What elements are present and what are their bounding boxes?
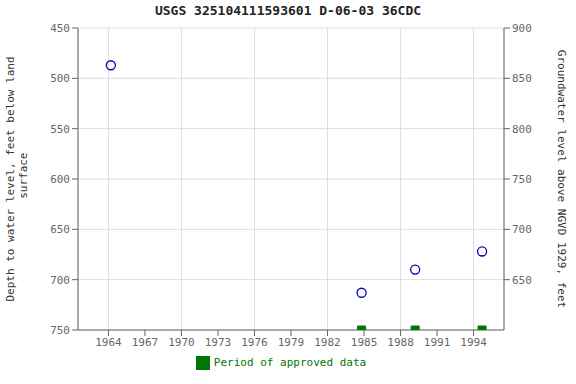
svg-text:650: 650 — [512, 274, 532, 287]
svg-text:1976: 1976 — [241, 336, 268, 349]
svg-text:750: 750 — [50, 324, 70, 337]
svg-text:1973: 1973 — [205, 336, 232, 349]
html-text:USGS 325104111593601 D-06-03 3: USGS 325104111593601 D-06-03 36CDC — [154, 3, 421, 18]
svg-text:1982: 1982 — [314, 336, 341, 349]
svg-text:1970: 1970 — [168, 336, 195, 349]
svg-text:1991: 1991 — [424, 336, 451, 349]
svg-text:1967: 1967 — [132, 336, 159, 349]
svg-text:650: 650 — [50, 223, 70, 236]
svg-text:1994: 1994 — [460, 336, 487, 349]
svg-text:1964: 1964 — [95, 336, 122, 349]
svg-text:750: 750 — [512, 173, 532, 186]
svg-text:700: 700 — [50, 274, 70, 287]
svg-text:600: 600 — [50, 173, 70, 186]
svg-text:Depth to water level, feet bel: Depth to water level, feet below land su… — [8, 56, 30, 301]
svg-text:1985: 1985 — [351, 336, 378, 349]
svg-text:1979: 1979 — [278, 336, 305, 349]
svg-text:850: 850 — [512, 72, 532, 85]
svg-text:700: 700 — [512, 223, 532, 236]
svg-text:800: 800 — [512, 123, 532, 136]
svg-text:450: 450 — [50, 22, 70, 35]
html-text:Period of approved data: Period of approved data — [213, 356, 367, 369]
svg-text:550: 550 — [50, 123, 70, 136]
svg-text:1988: 1988 — [387, 336, 414, 349]
svg-text:900: 900 — [512, 22, 532, 35]
svg-text:500: 500 — [50, 72, 70, 85]
svg-text:Groundwater level above NGVD 1: Groundwater level above NGVD 1929, feet — [555, 50, 568, 308]
